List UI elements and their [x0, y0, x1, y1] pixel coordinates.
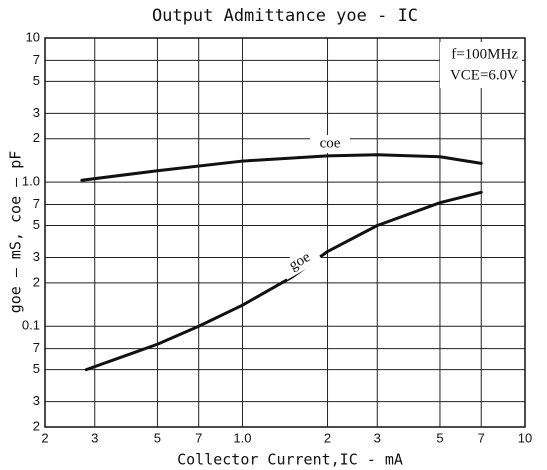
y-tick-label: 5	[33, 217, 40, 232]
x-tick-label: 3	[91, 430, 98, 445]
series-label-bg	[278, 244, 322, 280]
annotation-box	[440, 42, 522, 88]
annotation: f=100MHz	[451, 46, 518, 62]
x-tick-label: 7	[195, 430, 202, 445]
x-tick-label: 1.0	[233, 430, 251, 445]
y-tick-label: 3	[33, 393, 40, 408]
annotation: VCE=6.0V	[450, 67, 518, 83]
y-tick-label: 7	[33, 196, 40, 211]
y-tick-label: 3	[33, 249, 40, 264]
x-tick-label: 5	[154, 430, 161, 445]
y-tick-label: 2	[33, 418, 40, 433]
series-label-bg	[310, 135, 350, 153]
y-tick-label: 2	[33, 130, 40, 145]
y-axis-label: goe — mS, coe — pF	[7, 151, 25, 314]
x-tick-label: 2	[324, 430, 331, 445]
x-tick-label: 5	[436, 430, 443, 445]
chart-title: Output Admittance yoe - IC	[152, 6, 418, 26]
plot-frame	[44, 37, 526, 428]
y-tick-label: 0.1	[22, 318, 40, 333]
x-axis-label: Collector Current,IC - mA	[177, 451, 403, 469]
y-tick-label: 1.0	[22, 174, 40, 189]
x-tick-label: 10	[518, 430, 532, 445]
y-tick-label: 5	[33, 73, 40, 88]
y-tick-label: 7	[33, 340, 40, 355]
y-tick-label: 7	[33, 52, 40, 67]
y-tick-label: 5	[33, 361, 40, 376]
x-tick-label: 7	[478, 430, 485, 445]
x-tick-label: 3	[374, 430, 381, 445]
series-line	[84, 190, 483, 372]
y-tick-label: 10	[26, 29, 40, 44]
y-tick-label: 3	[33, 105, 40, 120]
x-tick-label: 2	[41, 430, 48, 445]
y-tick-label: 2	[33, 274, 40, 289]
series-label: coe	[320, 135, 341, 151]
series-line	[80, 153, 483, 182]
